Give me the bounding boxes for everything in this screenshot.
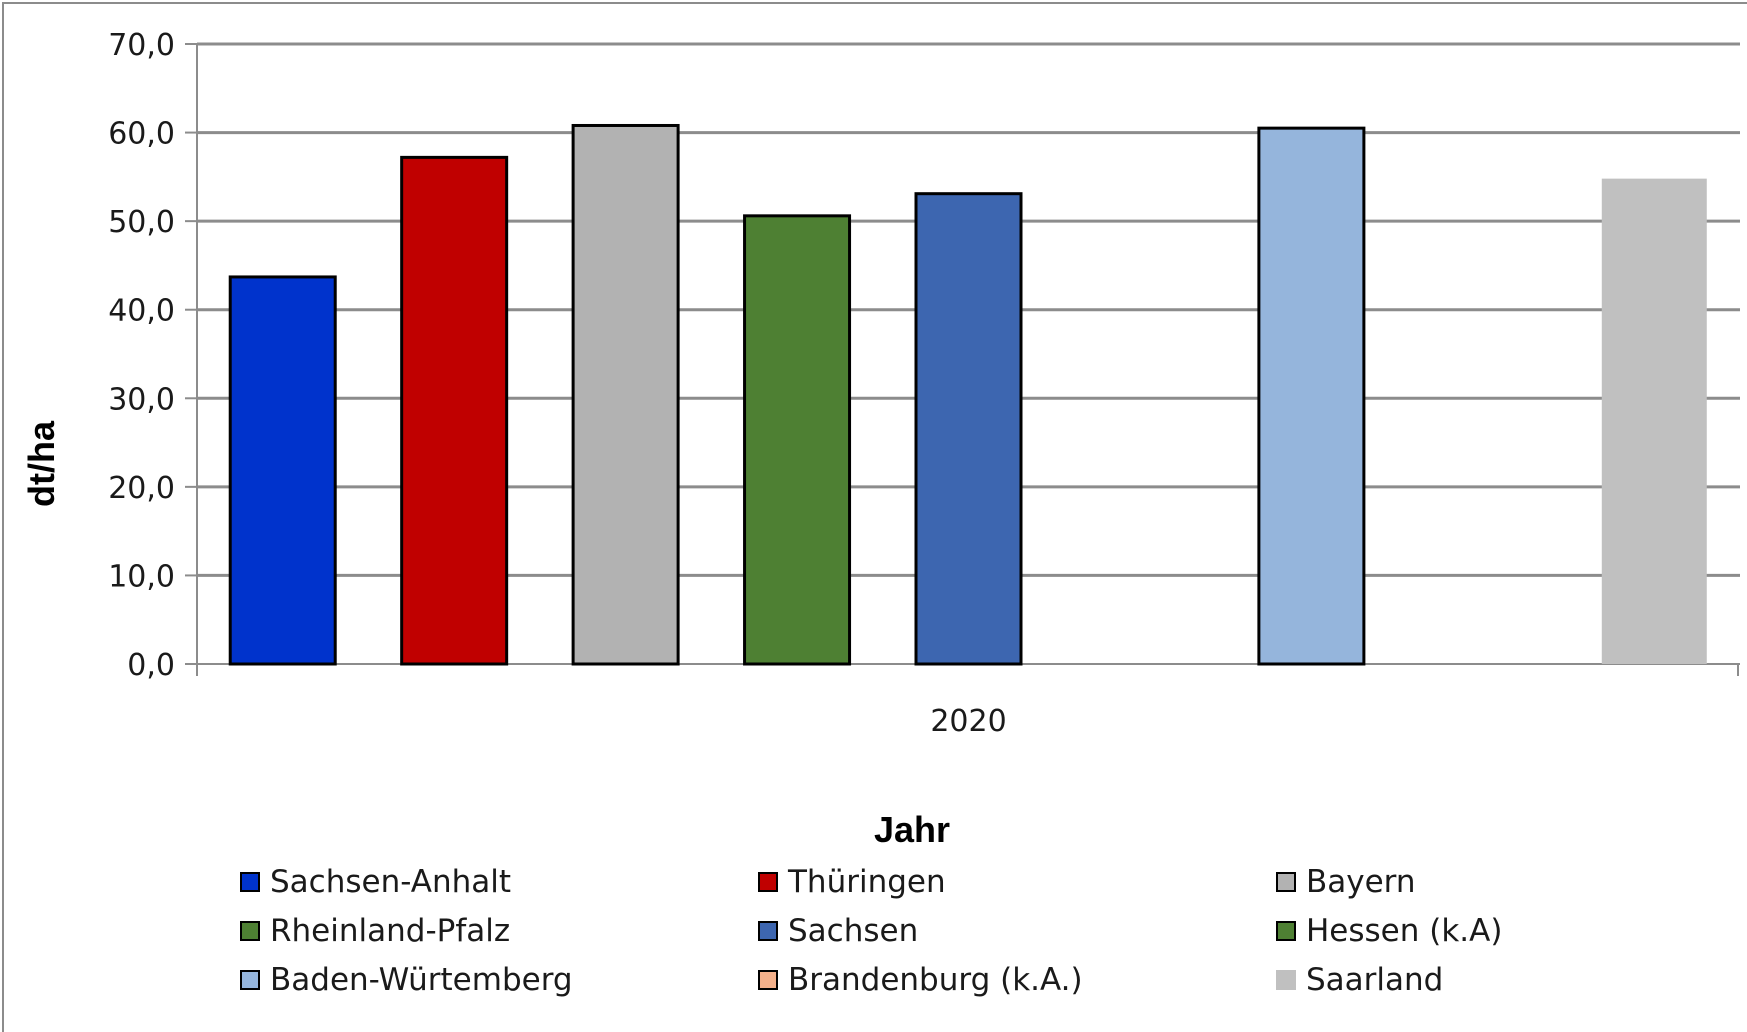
legend-item: Brandenburg (k.A.) bbox=[758, 960, 1083, 1000]
legend-label: Thüringen bbox=[788, 864, 946, 900]
legend-swatch bbox=[1276, 921, 1296, 941]
y-tick-label: 40,0 bbox=[108, 294, 175, 329]
y-tick-label: 20,0 bbox=[108, 471, 175, 506]
legend-label: Brandenburg (k.A.) bbox=[788, 962, 1083, 998]
legend-label: Baden-Würtemberg bbox=[270, 962, 573, 998]
y-tick-label: 30,0 bbox=[108, 382, 175, 417]
legend-label: Sachsen bbox=[788, 913, 919, 949]
legend-item: Saarland bbox=[1276, 960, 1443, 1000]
bar-sachsen bbox=[914, 192, 1023, 666]
bar-th-ringen bbox=[400, 155, 509, 666]
legend-item: Bayern bbox=[1276, 862, 1416, 902]
legend-swatch bbox=[1276, 970, 1296, 990]
legend-item: Baden-Würtemberg bbox=[240, 960, 573, 1000]
y-tick-label: 0,0 bbox=[127, 648, 175, 683]
bar-sachsen-anhalt bbox=[228, 275, 337, 666]
y-axis-title: dt/ha bbox=[21, 420, 62, 507]
legend-swatch bbox=[240, 921, 260, 941]
legend-label: Saarland bbox=[1306, 962, 1444, 998]
legend-label: Rheinland-Pfalz bbox=[270, 913, 511, 949]
legend-item: Sachsen bbox=[758, 911, 918, 951]
legend-swatch bbox=[240, 872, 260, 892]
legend-label: Hessen (k.A) bbox=[1306, 913, 1503, 949]
legend-label: Sachsen-Anhalt bbox=[270, 864, 512, 900]
y-tick-label: 10,0 bbox=[108, 559, 175, 594]
legend-swatch bbox=[758, 872, 778, 892]
legend-label: Bayern bbox=[1306, 864, 1416, 900]
x-category-label: 2020 bbox=[930, 704, 1006, 739]
bar-saarland bbox=[1601, 178, 1707, 664]
legend-swatch bbox=[758, 970, 778, 990]
y-tick-label: 60,0 bbox=[108, 117, 175, 152]
y-tick-label: 50,0 bbox=[108, 205, 175, 240]
legend-swatch bbox=[240, 970, 260, 990]
legend-item: Sachsen-Anhalt bbox=[240, 862, 511, 902]
legend-item: Hessen (k.A) bbox=[1276, 911, 1502, 951]
bar-bayern bbox=[571, 123, 680, 666]
bar-rheinland-pfalz bbox=[743, 214, 852, 666]
y-tick-label: 70,0 bbox=[108, 28, 175, 63]
legend-item: Thüringen bbox=[758, 862, 946, 902]
legend-swatch bbox=[758, 921, 778, 941]
bar-baden-w-rtemberg bbox=[1257, 126, 1366, 666]
x-axis-title: Jahr bbox=[874, 809, 950, 850]
legend-swatch bbox=[1276, 872, 1296, 892]
legend-item: Rheinland-Pfalz bbox=[240, 911, 510, 951]
